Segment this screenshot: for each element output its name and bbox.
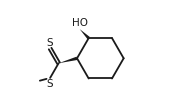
Text: S: S (47, 79, 53, 89)
Text: HO: HO (72, 18, 88, 28)
Polygon shape (59, 57, 77, 63)
Text: S: S (47, 38, 53, 48)
Polygon shape (80, 29, 90, 39)
